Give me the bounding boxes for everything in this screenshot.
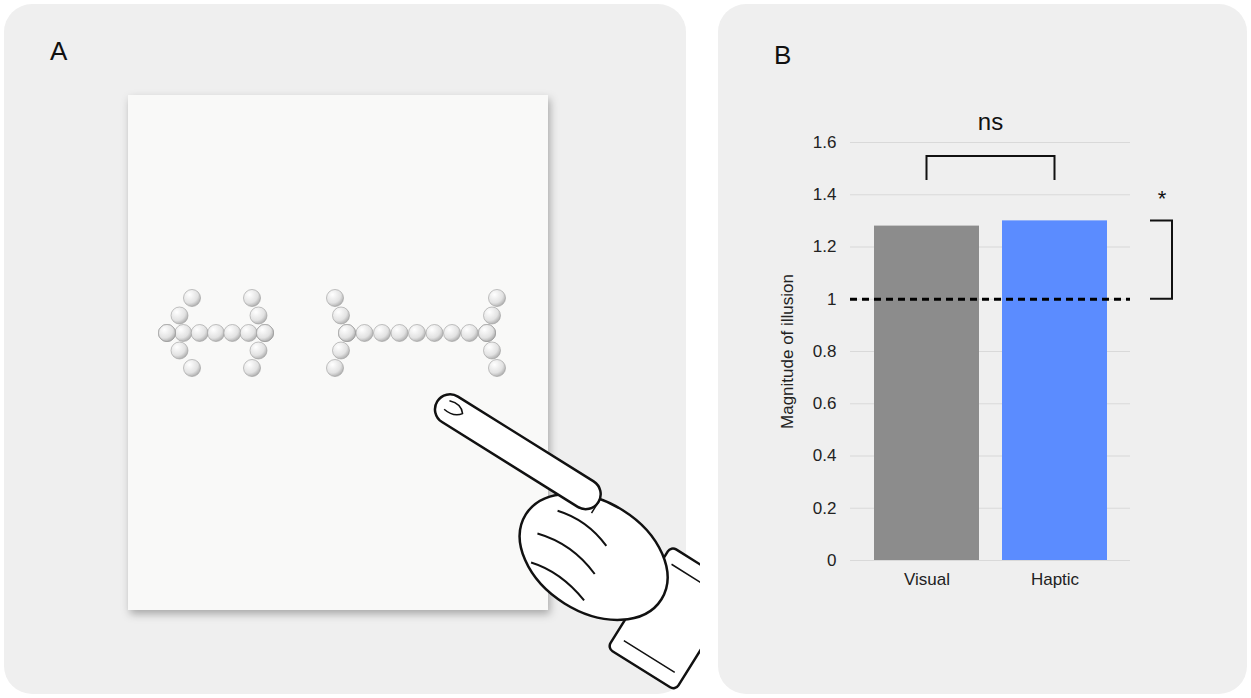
svg-text:1.4: 1.4 <box>813 185 837 204</box>
svg-text:Haptic: Haptic <box>1031 570 1080 589</box>
svg-text:1.6: 1.6 <box>813 133 837 152</box>
svg-text:*: * <box>1158 186 1167 211</box>
svg-text:0.6: 0.6 <box>813 394 837 413</box>
svg-text:0.8: 0.8 <box>813 342 837 361</box>
svg-text:0.2: 0.2 <box>813 499 837 518</box>
svg-text:0: 0 <box>827 551 836 570</box>
svg-text:1.2: 1.2 <box>813 237 837 256</box>
html-text:B: B <box>774 40 792 70</box>
svg-text:ns: ns <box>978 108 1003 135</box>
svg-text:Magnitude of illusion: Magnitude of illusion <box>778 274 797 429</box>
svg-text:Visual: Visual <box>904 570 950 589</box>
html-text:A: A <box>50 36 68 66</box>
svg-text:1: 1 <box>827 290 836 309</box>
svg-text:0.4: 0.4 <box>813 446 837 465</box>
